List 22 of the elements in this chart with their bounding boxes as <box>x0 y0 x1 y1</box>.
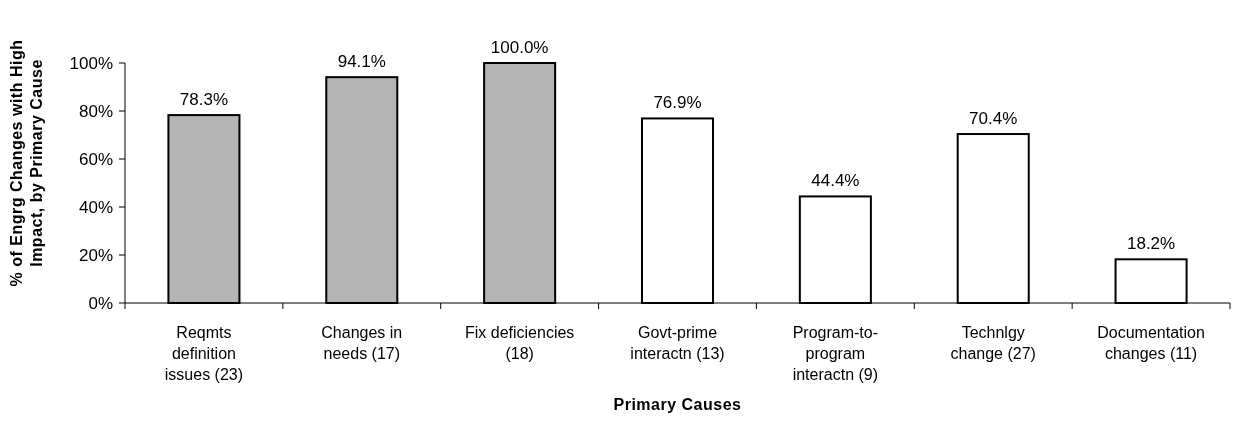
data-label: 100.0% <box>490 38 549 57</box>
x-tick-label: Technlgy change (27) <box>950 324 1036 362</box>
data-label: 18.2% <box>1126 234 1176 254</box>
data-label: 76.9% <box>653 93 702 113</box>
data-label: 70.4% <box>969 109 1018 129</box>
y-tick-label: 0% <box>88 293 113 313</box>
y-tick-label: 80% <box>78 101 113 121</box>
x-tick-label: Fix deficiencies (18) <box>464 324 575 362</box>
x-tick-label: Govt-prime interactn (13) <box>630 324 725 362</box>
y-tick-label: 60% <box>78 149 113 169</box>
x-tick-label: Documentation changes (11) <box>1097 324 1205 362</box>
x-tick-label: Reqmts definition issues (23) <box>164 324 244 383</box>
data-label: 44.4% <box>811 171 860 191</box>
x-axis-title: Primary Causes <box>613 396 742 413</box>
x-tick-label: Program-to- program interactn (9) <box>792 324 879 383</box>
y-axis-title: % of Engrg Changes with High Impact, by Primary Cause <box>8 39 45 287</box>
x-tick-label: Changes in needs (17) <box>321 324 403 362</box>
y-tick-label: 40% <box>78 197 113 217</box>
y-tick-label: 100% <box>69 53 113 73</box>
data-label: 94.1% <box>337 52 386 72</box>
data-label: 78.3% <box>179 90 229 110</box>
y-tick-label: 20% <box>78 245 113 265</box>
